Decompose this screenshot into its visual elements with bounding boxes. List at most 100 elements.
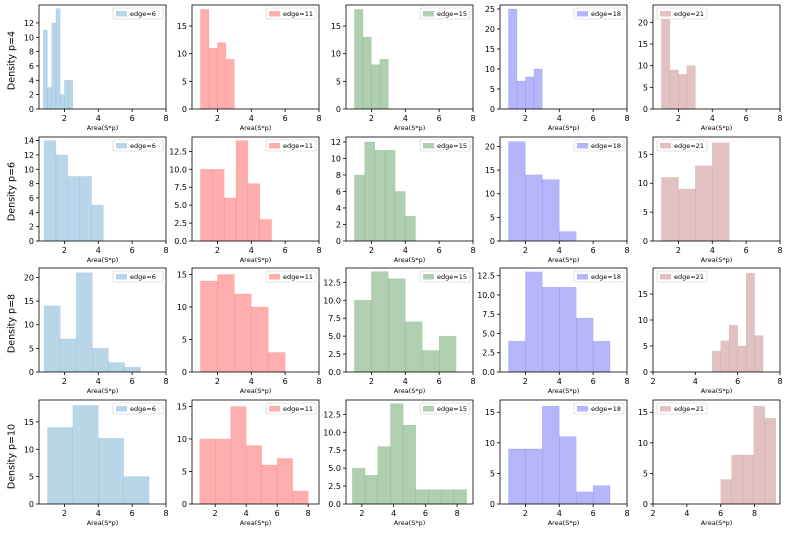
x-axis-label: Area(S*p)	[548, 256, 580, 264]
axes-frame	[191, 136, 320, 242]
histogram-bar	[742, 454, 755, 505]
histogram-bar	[533, 68, 543, 110]
y-tick-label: 10	[24, 165, 34, 174]
y-tick-label: 8	[336, 171, 341, 180]
legend-swatch	[577, 11, 588, 17]
y-tick-label: 14	[24, 137, 34, 146]
panel-r1-c0: 2 4 6 8 0 2 4 6 8 10 12 14 Area(S*p) edge=6	[24, 137, 169, 264]
panel-r3-c4: 2 4 6 8 0 5 10 15 Area(S*p) edge=21	[638, 399, 781, 527]
x-tick-label: 2	[650, 509, 655, 518]
panel-r2-c3: 2 4 6 8 0.0 2.5 5.0 7.5 10.0 12.5 Area(S*p) edge=18	[477, 267, 630, 395]
axes-frame	[345, 399, 474, 505]
x-axis-label: Area(S*p)	[87, 387, 119, 395]
histogram-bar	[542, 405, 560, 505]
x-tick-label: 2	[215, 246, 220, 255]
histogram-bar	[669, 69, 679, 110]
histogram-bar	[525, 271, 543, 373]
x-tick-label: 4	[710, 114, 715, 123]
histogram-bar	[525, 76, 535, 110]
legend-label: edge=18	[591, 10, 621, 18]
axes-frame	[499, 136, 628, 242]
axes-frame	[38, 4, 167, 110]
y-tick-label: 15	[638, 40, 648, 49]
y-tick-label: 0	[29, 105, 34, 114]
legend-swatch	[116, 11, 127, 17]
legend-label: edge=21	[674, 405, 704, 413]
histogram-bar	[67, 176, 80, 242]
x-axis-label: Area(S*p)	[701, 519, 733, 527]
legend-swatch	[577, 274, 588, 280]
y-tick-label: 10	[24, 445, 34, 454]
histogram-bar	[42, 29, 48, 110]
legend-label: edge=21	[674, 273, 704, 281]
axes-frame	[499, 267, 628, 373]
x-tick-label: 2	[676, 114, 681, 123]
legend-swatch	[660, 11, 671, 17]
legend-label: edge=18	[591, 142, 621, 150]
y-tick-label: 0	[336, 105, 341, 114]
y-tick-label: 20	[638, 18, 648, 27]
y-tick-label: 5	[29, 344, 34, 353]
legend-swatch	[269, 406, 280, 412]
y-tick-label: 0	[643, 105, 648, 114]
y-tick-label: 5	[336, 77, 341, 86]
y-tick-label: 15	[485, 45, 495, 54]
panel-r3-c3: 2 4 6 8 0 5 10 15 Area(S*p) edge=18	[485, 399, 630, 527]
histogram-bar	[72, 405, 99, 505]
histogram-bar	[542, 179, 560, 242]
x-axis-label: Area(S*p)	[240, 124, 272, 132]
x-tick-label: 4	[557, 377, 562, 386]
legend-label: edge=6	[130, 10, 156, 18]
x-tick-label: 6	[130, 114, 135, 123]
axes-frame	[652, 4, 781, 110]
x-tick-label: 6	[437, 114, 442, 123]
axes-frame	[345, 136, 474, 242]
x-tick-label: 6	[130, 246, 135, 255]
histogram-bar	[415, 489, 429, 505]
histogram-bar	[728, 324, 738, 373]
histogram-bar	[354, 9, 364, 110]
y-tick-label: 20	[485, 142, 495, 151]
y-tick-label: 10.0	[323, 296, 341, 305]
x-tick-label: 8	[163, 377, 168, 386]
y-tick-label: 10	[177, 303, 187, 312]
x-tick-label: 4	[693, 377, 698, 386]
histogram-bar	[59, 94, 65, 110]
x-tick-label: 8	[455, 509, 460, 518]
y-tick-label: 10.0	[477, 291, 495, 300]
y-tick-label: 8	[29, 48, 34, 57]
histogram-bar	[575, 317, 594, 373]
x-tick-label: 2	[523, 377, 528, 386]
y-tick-label: 5	[182, 468, 187, 477]
legend-swatch	[269, 274, 280, 280]
y-tick-label: 2.5	[174, 219, 187, 228]
y-tick-label: 8	[29, 180, 34, 189]
histogram-bar	[678, 188, 696, 242]
histogram-bar	[371, 64, 381, 110]
y-tick-label: 15	[177, 22, 187, 31]
axes-frame	[345, 267, 474, 373]
histogram-bar	[438, 335, 457, 373]
panel-r2-c2: 2 4 6 8 0.0 2.5 5.0 7.5 10.0 12.5 Area(S*p) edge=15	[323, 267, 476, 395]
histogram-bar	[225, 58, 235, 110]
y-tick-label: 25	[485, 5, 495, 14]
x-tick-label: 6	[718, 509, 723, 518]
y-tick-label: 15	[485, 408, 495, 417]
x-tick-label: 8	[316, 114, 321, 123]
y-tick-label: 5.0	[174, 201, 187, 210]
x-tick-label: 2	[62, 114, 67, 123]
histogram-bar	[59, 338, 77, 373]
legend-label: edge=18	[591, 273, 621, 281]
x-axis-label: Area(S*p)	[87, 256, 119, 264]
y-tick-label: 10	[638, 62, 648, 71]
histogram-bar	[200, 9, 210, 110]
x-tick-label: 6	[283, 377, 288, 386]
histogram-bar	[92, 348, 109, 373]
legend-label: edge=21	[674, 10, 704, 18]
axes-frame	[38, 267, 167, 373]
y-tick-label: 10	[638, 316, 648, 325]
x-tick-label: 4	[244, 509, 249, 518]
row-label-1: Density p=6	[6, 161, 18, 222]
histogram-bar	[124, 367, 141, 373]
x-tick-label: 6	[283, 246, 288, 255]
